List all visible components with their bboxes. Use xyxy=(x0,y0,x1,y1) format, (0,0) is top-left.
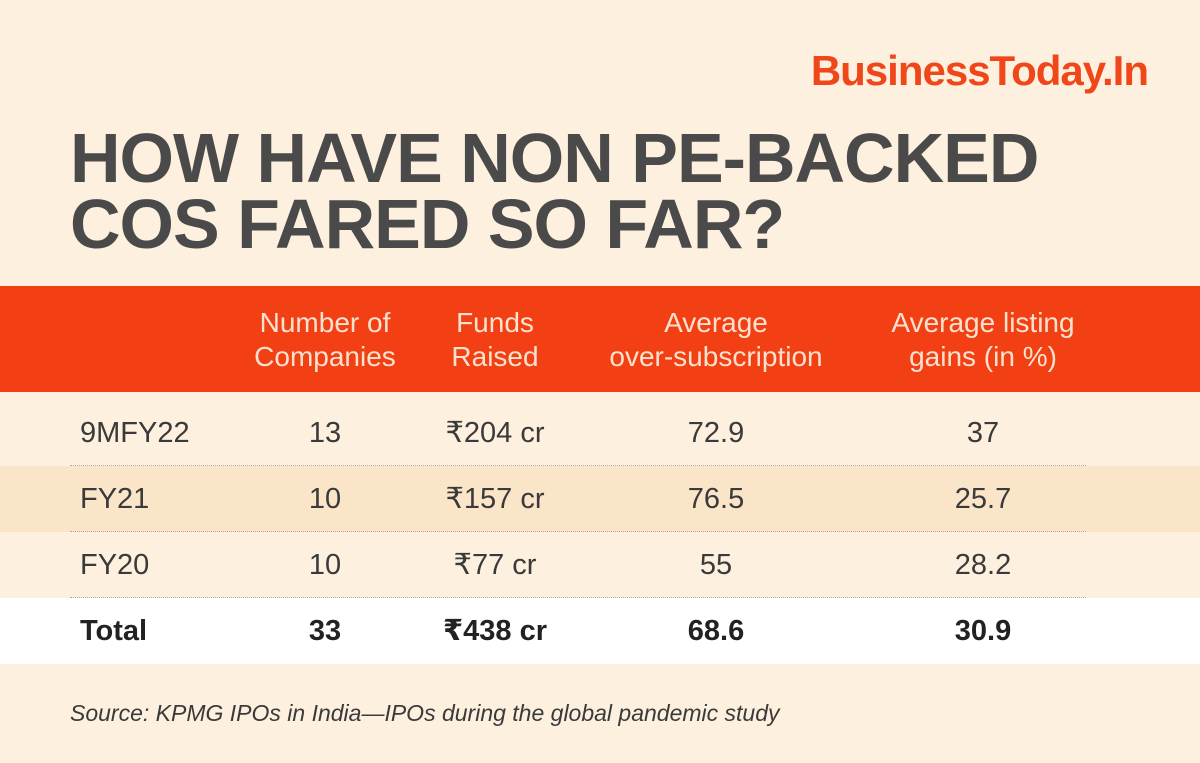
source-note: Source: KPMG IPOs in India—IPOs during t… xyxy=(70,700,780,726)
headline-line-1: HOW HAVE NON PE-BACKED xyxy=(70,119,1039,197)
cell-period: 9MFY22 xyxy=(80,417,190,449)
brand-logo: BusinessToday.In xyxy=(810,47,1149,94)
cell-oversubscription: 72.9 xyxy=(687,417,745,449)
cell-total-companies: 33 xyxy=(308,615,342,647)
table-row: 9MFY22 13 ₹204 cr 72.9 37 xyxy=(0,400,1200,466)
cell-companies: 10 xyxy=(308,483,342,515)
table-total-row: Total 33 ₹438 cr 68.6 30.9 xyxy=(0,598,1200,664)
cell-total-oversubscription: 68.6 xyxy=(687,615,745,647)
cell-total-funds: ₹438 cr xyxy=(442,615,548,647)
cell-period: FY20 xyxy=(80,549,150,581)
header-oversub-line2: over-subscription xyxy=(609,341,823,372)
table-row: FY20 10 ₹77 cr 55 28.2 xyxy=(0,532,1200,598)
header-funds-line1: Funds xyxy=(456,307,534,338)
header-oversubscription: Average over-subscription xyxy=(585,306,847,374)
cell-oversubscription: 76.5 xyxy=(687,483,745,515)
cell-companies: 13 xyxy=(308,417,342,449)
header-gains-line1: Average listing xyxy=(891,307,1075,338)
header-oversub-line1: Average xyxy=(664,307,768,338)
cell-funds: ₹157 cr xyxy=(445,483,545,515)
header-companies: Number of Companies xyxy=(235,306,415,374)
header-funds-line2: Raised xyxy=(451,341,539,372)
row-divider xyxy=(70,531,1086,532)
row-divider xyxy=(70,597,1086,598)
cell-listing-gains: 37 xyxy=(966,417,1000,449)
header-companies-line1: Number of xyxy=(259,307,391,338)
cell-companies: 10 xyxy=(308,549,342,581)
table-header xyxy=(0,286,1200,392)
cell-listing-gains: 25.7 xyxy=(954,483,1012,515)
cell-total-listing-gains: 30.9 xyxy=(954,615,1012,647)
header-funds: Funds Raised xyxy=(420,306,570,374)
row-divider xyxy=(70,465,1086,466)
cell-funds: ₹204 cr xyxy=(445,417,545,449)
table-row: FY21 10 ₹157 cr 76.5 25.7 xyxy=(0,466,1200,532)
cell-total-label: Total xyxy=(80,615,148,647)
cell-listing-gains: 28.2 xyxy=(954,549,1012,581)
cell-funds: ₹77 cr xyxy=(453,549,537,581)
header-gains-line2: gains (in %) xyxy=(909,341,1057,372)
cell-period: FY21 xyxy=(80,483,150,515)
headline-line-2: COS FARED SO FAR? xyxy=(70,185,785,263)
header-listing-gains: Average listing gains (in %) xyxy=(865,306,1101,374)
headline: HOW HAVE NON PE-BACKED COS FARED SO FAR? xyxy=(70,119,1170,263)
cell-oversubscription: 55 xyxy=(699,549,733,581)
header-companies-line2: Companies xyxy=(254,341,396,372)
